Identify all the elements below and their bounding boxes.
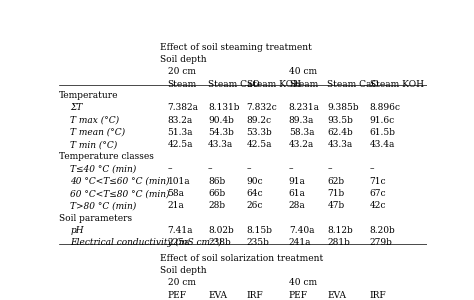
- Text: –: –: [208, 165, 212, 174]
- Text: 89.2c: 89.2c: [246, 116, 272, 124]
- Text: PEF: PEF: [289, 291, 308, 300]
- Text: Soil depth: Soil depth: [160, 55, 207, 64]
- Text: 7.41a: 7.41a: [168, 226, 193, 235]
- Text: 8.20b: 8.20b: [370, 226, 395, 235]
- Text: 101a: 101a: [168, 177, 190, 186]
- Text: Electrical conductivity (mS cm⁻¹): Electrical conductivity (mS cm⁻¹): [70, 238, 222, 247]
- Text: 61.5b: 61.5b: [370, 128, 396, 137]
- Text: 7.382a: 7.382a: [168, 103, 199, 112]
- Text: Effect of soil solarization treatment: Effect of soil solarization treatment: [160, 254, 324, 263]
- Text: 91a: 91a: [289, 177, 306, 186]
- Text: 42.5a: 42.5a: [246, 140, 272, 149]
- Text: 21a: 21a: [168, 201, 184, 210]
- Text: 40 °C<T≤60 °C (min): 40 °C<T≤60 °C (min): [70, 177, 170, 186]
- Text: 64c: 64c: [246, 189, 263, 198]
- Text: T>80 °C (min): T>80 °C (min): [70, 201, 137, 210]
- Text: 8.131b: 8.131b: [208, 103, 239, 112]
- Text: 43.4a: 43.4a: [370, 140, 395, 149]
- Text: 241a: 241a: [289, 238, 311, 247]
- Text: 26c: 26c: [246, 201, 263, 210]
- Text: Soil parameters: Soil parameters: [59, 214, 132, 223]
- Text: 235b: 235b: [246, 238, 270, 247]
- Text: Steam KOH: Steam KOH: [370, 80, 424, 89]
- Text: 225a: 225a: [168, 238, 190, 247]
- Text: 7.832c: 7.832c: [246, 103, 277, 112]
- Text: 62b: 62b: [328, 177, 345, 186]
- Text: 8.12b: 8.12b: [328, 226, 353, 235]
- Text: –: –: [370, 165, 374, 174]
- Text: –: –: [328, 165, 332, 174]
- Text: Steam: Steam: [168, 80, 197, 89]
- Text: 47b: 47b: [328, 201, 345, 210]
- Text: 9.385b: 9.385b: [328, 103, 359, 112]
- Text: 279b: 279b: [370, 238, 392, 247]
- Text: 8.231a: 8.231a: [289, 103, 320, 112]
- Text: 42c: 42c: [370, 201, 386, 210]
- Text: 91.6c: 91.6c: [370, 116, 395, 124]
- Text: IRF: IRF: [370, 291, 386, 300]
- Text: Steam CaO: Steam CaO: [208, 80, 260, 89]
- Text: Steam KOH: Steam KOH: [246, 80, 301, 89]
- Text: T≤40 °C (min): T≤40 °C (min): [70, 165, 137, 174]
- Text: 67c: 67c: [370, 189, 386, 198]
- Text: 43.3a: 43.3a: [328, 140, 353, 149]
- Text: 60 °C<T≤80 °C (min): 60 °C<T≤80 °C (min): [70, 189, 170, 198]
- Text: 51.3a: 51.3a: [168, 128, 193, 137]
- Text: 62.4b: 62.4b: [328, 128, 353, 137]
- Text: 20 cm: 20 cm: [168, 68, 196, 76]
- Text: 7.40a: 7.40a: [289, 226, 314, 235]
- Text: 54.3b: 54.3b: [208, 128, 234, 137]
- Text: 8.15b: 8.15b: [246, 226, 273, 235]
- Text: EVA: EVA: [208, 291, 227, 300]
- Text: T mean (°C): T mean (°C): [70, 128, 126, 137]
- Text: 90c: 90c: [246, 177, 263, 186]
- Text: –: –: [246, 165, 251, 174]
- Text: IRF: IRF: [246, 291, 264, 300]
- Text: pH: pH: [70, 226, 84, 235]
- Text: –: –: [289, 165, 293, 174]
- Text: 86b: 86b: [208, 177, 225, 186]
- Text: 58a: 58a: [168, 189, 184, 198]
- Text: 40 cm: 40 cm: [289, 278, 317, 287]
- Text: 28b: 28b: [208, 201, 225, 210]
- Text: 71c: 71c: [370, 177, 386, 186]
- Text: 83.2a: 83.2a: [168, 116, 193, 124]
- Text: PEF: PEF: [168, 291, 187, 300]
- Text: 20 cm: 20 cm: [168, 278, 196, 287]
- Text: ΣT: ΣT: [70, 103, 82, 112]
- Text: 66b: 66b: [208, 189, 225, 198]
- Text: T max (°C): T max (°C): [70, 116, 119, 124]
- Text: Steam CaO: Steam CaO: [328, 80, 379, 89]
- Text: Effect of soil steaming treatment: Effect of soil steaming treatment: [160, 43, 312, 52]
- Text: 8.896c: 8.896c: [370, 103, 401, 112]
- Text: 42.5a: 42.5a: [168, 140, 193, 149]
- Text: –: –: [168, 165, 172, 174]
- Text: Soil depth: Soil depth: [160, 266, 207, 275]
- Text: 8.02b: 8.02b: [208, 226, 234, 235]
- Text: 61a: 61a: [289, 189, 306, 198]
- Text: Temperature: Temperature: [59, 91, 119, 100]
- Text: 58.3a: 58.3a: [289, 128, 314, 137]
- Text: 71b: 71b: [328, 189, 345, 198]
- Text: 93.5b: 93.5b: [328, 116, 353, 124]
- Text: 281b: 281b: [328, 238, 350, 247]
- Text: 43.2a: 43.2a: [289, 140, 314, 149]
- Text: 43.3a: 43.3a: [208, 140, 233, 149]
- Text: 89.3a: 89.3a: [289, 116, 314, 124]
- Text: Steam: Steam: [289, 80, 318, 89]
- Text: T min (°C): T min (°C): [70, 140, 118, 149]
- Text: 238b: 238b: [208, 238, 231, 247]
- Text: 53.3b: 53.3b: [246, 128, 273, 137]
- Text: Temperature classes: Temperature classes: [59, 152, 154, 161]
- Text: 40 cm: 40 cm: [289, 68, 317, 76]
- Text: 90.4b: 90.4b: [208, 116, 234, 124]
- Text: 28a: 28a: [289, 201, 306, 210]
- Text: EVA: EVA: [328, 291, 346, 300]
